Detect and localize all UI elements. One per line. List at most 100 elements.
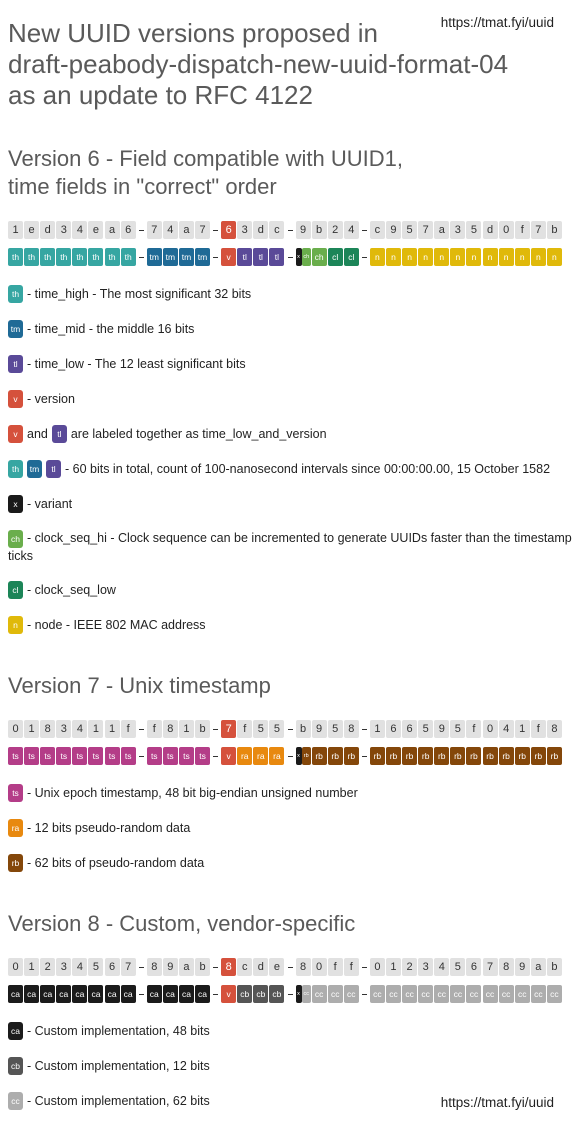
legend-tag: rb bbox=[8, 854, 23, 872]
legend-item: th - time_high - The most significant 32 … bbox=[8, 285, 572, 303]
hex-digit: 6 bbox=[104, 958, 120, 976]
title-line: draft-peabody-dispatch-new-uuid-format-0… bbox=[8, 49, 509, 79]
legend-tag: v bbox=[8, 390, 23, 408]
split-tag: x cc bbox=[295, 985, 311, 1003]
field-tag: n bbox=[546, 248, 562, 266]
hex-digit: 2 bbox=[402, 958, 418, 976]
field-tag: v bbox=[221, 248, 237, 266]
dash bbox=[360, 747, 369, 765]
sections: Version 6 - Field compatible with UUID1,… bbox=[8, 145, 572, 1148]
legend-item: ra - 12 bits pseudo-random data bbox=[8, 819, 572, 837]
hex-digit: 8 bbox=[40, 720, 56, 738]
hex-digit: 0 bbox=[482, 720, 498, 738]
hex-digit: b bbox=[295, 720, 311, 738]
hex-digit: 4 bbox=[72, 958, 88, 976]
dash bbox=[137, 747, 146, 765]
field-tag: n bbox=[482, 248, 498, 266]
hex-digit: 8 bbox=[546, 720, 562, 738]
legend-tag: n bbox=[8, 616, 23, 634]
field-tag: th bbox=[104, 248, 120, 266]
field-tag: ra bbox=[253, 747, 269, 765]
field-tag: ca bbox=[56, 985, 72, 1003]
header-url[interactable]: https://tmat.fyi/uuid bbox=[440, 15, 554, 30]
hex-digit: e bbox=[24, 221, 40, 239]
tag-row: th th th th th th th th tm tm tm tm v tl tl tl x ch ch cl cl… bbox=[8, 248, 572, 266]
dash bbox=[360, 720, 369, 738]
dash bbox=[286, 985, 295, 1003]
dash bbox=[137, 248, 146, 266]
hex-digit: 1 bbox=[369, 720, 385, 738]
hex-digit: 8 bbox=[295, 958, 311, 976]
dash bbox=[286, 720, 295, 738]
field-tag: x bbox=[295, 985, 302, 1003]
hex-digit: 5 bbox=[418, 720, 434, 738]
hex-digit: 8 bbox=[146, 958, 162, 976]
field-tag: rb bbox=[514, 747, 530, 765]
legend: ts - Unix epoch timestamp, 48 bit big-end… bbox=[8, 784, 572, 872]
legend: ca - Custom implementation, 48 bits cb - Cu… bbox=[8, 1022, 572, 1110]
legend-tag: ca bbox=[8, 1022, 23, 1040]
dash bbox=[211, 958, 220, 976]
field-tag: rb bbox=[343, 747, 359, 765]
section-title: Version 6 - Field compatible with UUID1,… bbox=[8, 145, 572, 201]
field-tag: n bbox=[402, 248, 418, 266]
hex-digit: 6 bbox=[120, 221, 136, 239]
field-tag: n bbox=[434, 248, 450, 266]
field-tag: rb bbox=[327, 747, 343, 765]
hex-digit: a bbox=[434, 221, 450, 239]
field-tag: ts bbox=[104, 747, 120, 765]
hex-digit: f bbox=[237, 720, 253, 738]
legend-item: ts - Unix epoch timestamp, 48 bit big-end… bbox=[8, 784, 572, 802]
hex-digit: d bbox=[40, 221, 56, 239]
hex-digit: b bbox=[546, 221, 562, 239]
legend: th - time_high - The most significant 32 … bbox=[8, 285, 572, 634]
legend-text: - time_mid - the middle 16 bits bbox=[27, 322, 195, 336]
hex-digit: 7 bbox=[418, 221, 434, 239]
dash bbox=[137, 958, 146, 976]
section-title: Version 7 - Unix timestamp bbox=[8, 672, 572, 700]
field-tag: ra bbox=[237, 747, 253, 765]
field-tag: cc bbox=[418, 985, 434, 1003]
hex-digit: 9 bbox=[434, 720, 450, 738]
hex-digit: 5 bbox=[327, 720, 343, 738]
hex-digit: 7 bbox=[195, 221, 211, 239]
field-tag: th bbox=[8, 248, 23, 266]
hex-digit: 9 bbox=[162, 958, 178, 976]
hex-digit: f bbox=[530, 720, 546, 738]
hex-digit: c bbox=[269, 221, 285, 239]
hex-digit: 7 bbox=[221, 720, 237, 738]
title-line: New UUID versions proposed in bbox=[8, 18, 378, 48]
field-tag: cc bbox=[311, 985, 327, 1003]
footer-url[interactable]: https://tmat.fyi/uuid bbox=[440, 1095, 554, 1110]
legend-tag: v bbox=[8, 425, 23, 443]
legend-tag: x bbox=[8, 495, 23, 513]
hex-digit: 6 bbox=[385, 720, 401, 738]
legend-item: tl - time_low - The 12 least significant … bbox=[8, 355, 572, 373]
hex-digit: c bbox=[237, 958, 253, 976]
field-tag: ca bbox=[162, 985, 178, 1003]
field-tag: ca bbox=[8, 985, 23, 1003]
title-line: as an update to RFC 4122 bbox=[8, 80, 313, 110]
hex-digit: 8 bbox=[221, 958, 237, 976]
legend-tag: cb bbox=[8, 1057, 23, 1075]
legend-tag: cc bbox=[8, 1092, 23, 1110]
hex-digit: 1 bbox=[24, 958, 40, 976]
legend-text: are labeled together as time_low_and_ver… bbox=[70, 427, 327, 441]
legend-text: - 62 bits of pseudo-random data bbox=[27, 856, 205, 870]
legend-text: and bbox=[27, 427, 48, 441]
hex-digit: 3 bbox=[56, 221, 72, 239]
field-tag: cc bbox=[402, 985, 418, 1003]
field-tag: tl bbox=[253, 248, 269, 266]
field-tag: v bbox=[221, 747, 237, 765]
field-tag: tm bbox=[195, 248, 211, 266]
hex-digit: f bbox=[146, 720, 162, 738]
hex-digit: f bbox=[514, 221, 530, 239]
legend-text: - 12 bits pseudo-random data bbox=[27, 821, 191, 835]
page-content: https://tmat.fyi/uuid New UUID versions … bbox=[8, 15, 572, 1110]
dash bbox=[137, 221, 146, 239]
hex-digit: 2 bbox=[327, 221, 343, 239]
field-tag: cc bbox=[327, 985, 343, 1003]
field-tag: cc bbox=[546, 985, 562, 1003]
